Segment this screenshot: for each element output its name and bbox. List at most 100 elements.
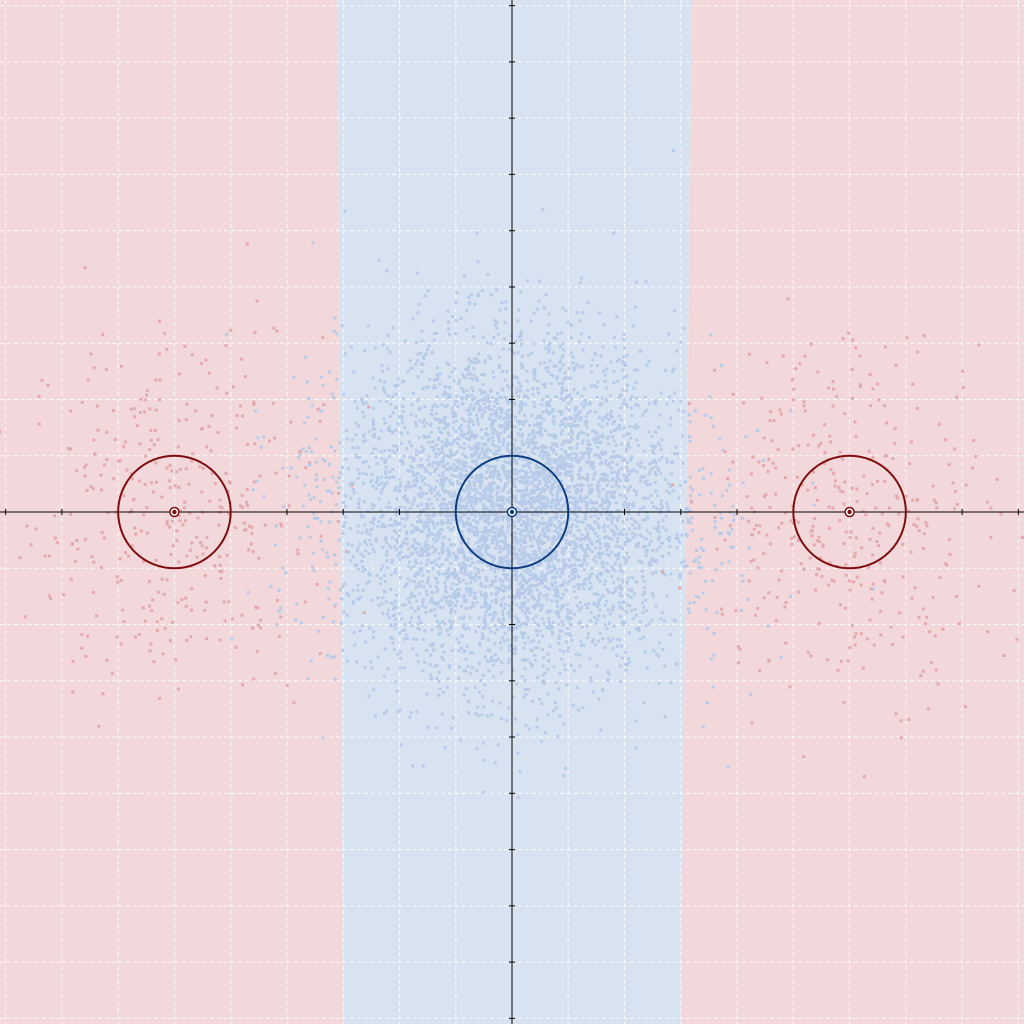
data-point-blue xyxy=(727,560,731,564)
data-point-blue xyxy=(383,391,387,395)
data-point-blue xyxy=(555,585,558,589)
data-point-red xyxy=(67,447,71,450)
data-point-blue xyxy=(650,444,654,448)
data-point-blue xyxy=(508,420,512,424)
data-point-blue xyxy=(413,540,417,544)
data-point-blue xyxy=(462,552,466,556)
data-point-blue xyxy=(616,425,620,429)
data-point-blue xyxy=(547,587,551,591)
data-point-blue xyxy=(649,563,653,567)
data-point-red xyxy=(182,506,186,510)
data-point-blue xyxy=(502,470,506,474)
data-point-blue xyxy=(309,497,313,501)
data-point-blue xyxy=(530,488,534,492)
data-point-blue xyxy=(371,636,375,640)
data-point-blue xyxy=(491,501,495,505)
data-point-blue xyxy=(441,456,445,460)
data-point-red xyxy=(133,635,137,639)
data-point-blue xyxy=(523,563,527,567)
data-point-blue xyxy=(458,458,462,462)
data-point-blue xyxy=(637,629,641,633)
data-point-blue xyxy=(449,544,453,548)
data-point-blue xyxy=(615,463,619,467)
data-point-blue xyxy=(469,591,473,594)
data-point-blue xyxy=(571,704,575,707)
data-point-blue xyxy=(641,611,645,614)
data-point-blue xyxy=(704,579,708,583)
data-point-blue xyxy=(439,483,443,486)
data-point-blue xyxy=(564,545,568,549)
data-point-blue xyxy=(333,677,337,681)
data-point-blue xyxy=(492,615,496,619)
data-point-blue xyxy=(541,444,545,448)
data-point-blue xyxy=(428,600,432,604)
data-point-red xyxy=(289,420,293,424)
data-point-blue xyxy=(688,439,692,443)
data-point-blue xyxy=(543,385,547,389)
data-point-blue xyxy=(321,384,325,387)
data-point-blue xyxy=(459,471,463,475)
data-point-blue xyxy=(533,434,537,438)
data-point-blue xyxy=(474,459,478,463)
data-point-blue xyxy=(622,355,625,359)
data-point-blue xyxy=(480,544,484,548)
data-point-blue xyxy=(399,459,403,463)
data-point-red xyxy=(258,474,262,478)
data-point-blue xyxy=(561,552,565,556)
data-point-red xyxy=(205,535,209,539)
data-point-blue xyxy=(477,409,481,413)
data-point-blue xyxy=(505,509,509,512)
data-point-blue xyxy=(452,421,456,425)
data-point-blue xyxy=(561,390,565,393)
data-point-blue xyxy=(410,624,414,628)
data-point-blue xyxy=(608,621,611,625)
data-point-red xyxy=(104,368,108,372)
data-point-blue xyxy=(564,450,568,454)
data-point-blue xyxy=(534,555,538,559)
data-point-red xyxy=(190,459,194,463)
data-point-blue xyxy=(566,394,570,398)
data-point-red xyxy=(122,620,126,623)
data-point-red xyxy=(190,587,194,591)
data-point-blue xyxy=(506,474,510,478)
data-point-blue xyxy=(484,451,488,455)
data-point-blue xyxy=(561,546,565,550)
data-point-red xyxy=(189,635,193,639)
data-point-blue xyxy=(547,535,550,539)
data-point-blue xyxy=(445,520,449,524)
data-point-blue xyxy=(502,547,506,551)
data-point-blue xyxy=(439,519,443,523)
data-point-blue xyxy=(548,475,552,479)
data-point-blue xyxy=(535,496,539,499)
data-point-blue xyxy=(575,491,579,495)
data-point-red xyxy=(100,530,104,534)
data-point-blue xyxy=(449,521,453,525)
data-point-blue xyxy=(513,524,517,527)
data-point-blue xyxy=(560,391,563,395)
data-point-blue xyxy=(520,579,524,583)
data-point-blue xyxy=(520,585,524,589)
data-point-blue xyxy=(503,606,507,610)
data-point-blue xyxy=(485,449,489,453)
data-point-blue xyxy=(480,593,483,597)
data-point-blue xyxy=(355,563,359,567)
data-point-blue xyxy=(595,501,598,504)
data-point-blue xyxy=(433,378,437,381)
data-point-blue xyxy=(483,531,487,534)
data-point-blue xyxy=(529,319,533,323)
data-point-blue xyxy=(573,504,577,508)
data-point-blue xyxy=(500,548,504,552)
data-point-blue xyxy=(621,580,625,584)
data-point-blue xyxy=(400,417,404,421)
data-point-blue xyxy=(610,409,613,413)
data-point-red xyxy=(241,414,244,418)
data-point-blue xyxy=(574,558,578,562)
data-point-blue xyxy=(488,400,492,404)
data-point-blue xyxy=(569,529,573,533)
data-point-red xyxy=(160,495,164,499)
data-point-blue xyxy=(636,425,640,429)
data-point-blue xyxy=(563,547,567,551)
data-point-blue xyxy=(552,415,555,418)
data-point-blue xyxy=(489,423,493,427)
data-point-blue xyxy=(520,480,524,484)
